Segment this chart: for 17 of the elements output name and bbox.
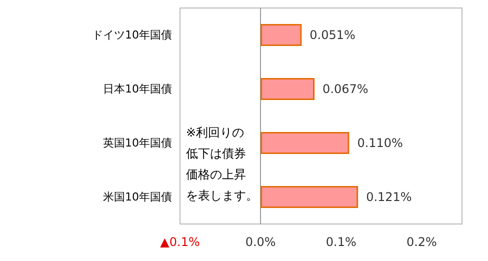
data-label: 0.067%	[322, 82, 368, 96]
x-tick-label: ▲0.1%	[160, 235, 200, 249]
bar	[260, 78, 315, 100]
y-tick-label: 日本10年国債	[103, 82, 172, 96]
x-tick-label: 0.2%	[406, 235, 437, 249]
y-tick-label: ドイツ10年国債	[92, 28, 172, 42]
y-tick-label: 米国10年国債	[103, 190, 172, 204]
data-label: 0.110%	[357, 136, 403, 150]
data-label: 0.051%	[310, 28, 356, 42]
bar	[260, 24, 302, 46]
x-tick-label: 0.0%	[245, 235, 276, 249]
annotation: ※利回りの低下は債券価格の上昇を表します。	[186, 126, 258, 202]
bar	[260, 132, 350, 154]
bar	[260, 186, 358, 208]
data-label: 0.121%	[366, 190, 412, 204]
y-tick-label: 英国10年国債	[103, 136, 172, 150]
x-tick-label: 0.1%	[326, 235, 356, 249]
